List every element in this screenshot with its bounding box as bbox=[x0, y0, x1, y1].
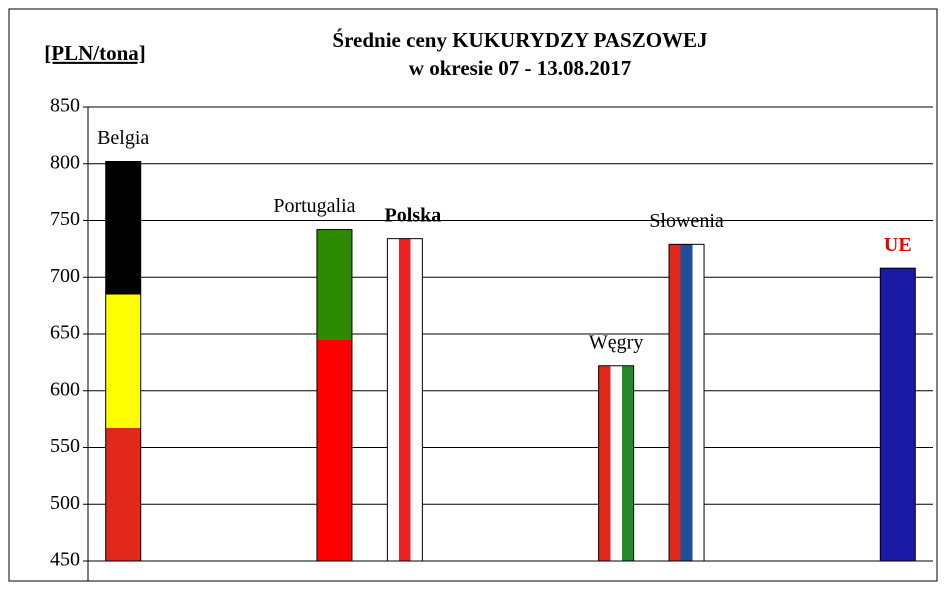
category-label: Słowenia bbox=[649, 210, 724, 232]
category-label: Polska bbox=[385, 204, 442, 226]
y-tick-label: 750 bbox=[50, 208, 80, 230]
category-label: Węgry bbox=[589, 331, 643, 353]
y-tick-label: 450 bbox=[50, 549, 80, 571]
chart-title: Średnie ceny KUKURYDZY PASZOWEJ bbox=[332, 28, 707, 52]
bar bbox=[105, 160, 142, 562]
category-label: Belgia bbox=[97, 127, 149, 149]
y-tick-label: 500 bbox=[50, 492, 80, 514]
y-tick-label: 650 bbox=[50, 322, 80, 344]
chart-subtitle: w okresie 07 - 13.08.2017 bbox=[409, 56, 631, 80]
category-label: UE bbox=[884, 234, 912, 256]
y-tick-label: 550 bbox=[50, 435, 80, 457]
y-tick-label: 700 bbox=[50, 265, 80, 287]
y-axis-label: [PLN/tona] bbox=[44, 41, 146, 65]
y-tick-label: 800 bbox=[50, 151, 80, 173]
y-tick-label: 850 bbox=[50, 95, 80, 117]
frame bbox=[8, 8, 938, 582]
bar bbox=[668, 243, 705, 562]
bar bbox=[316, 229, 353, 562]
bar bbox=[879, 267, 916, 562]
category-label: Portugalia bbox=[273, 195, 355, 217]
bar bbox=[598, 365, 635, 562]
y-tick-label: 600 bbox=[50, 378, 80, 400]
bar bbox=[386, 238, 423, 562]
